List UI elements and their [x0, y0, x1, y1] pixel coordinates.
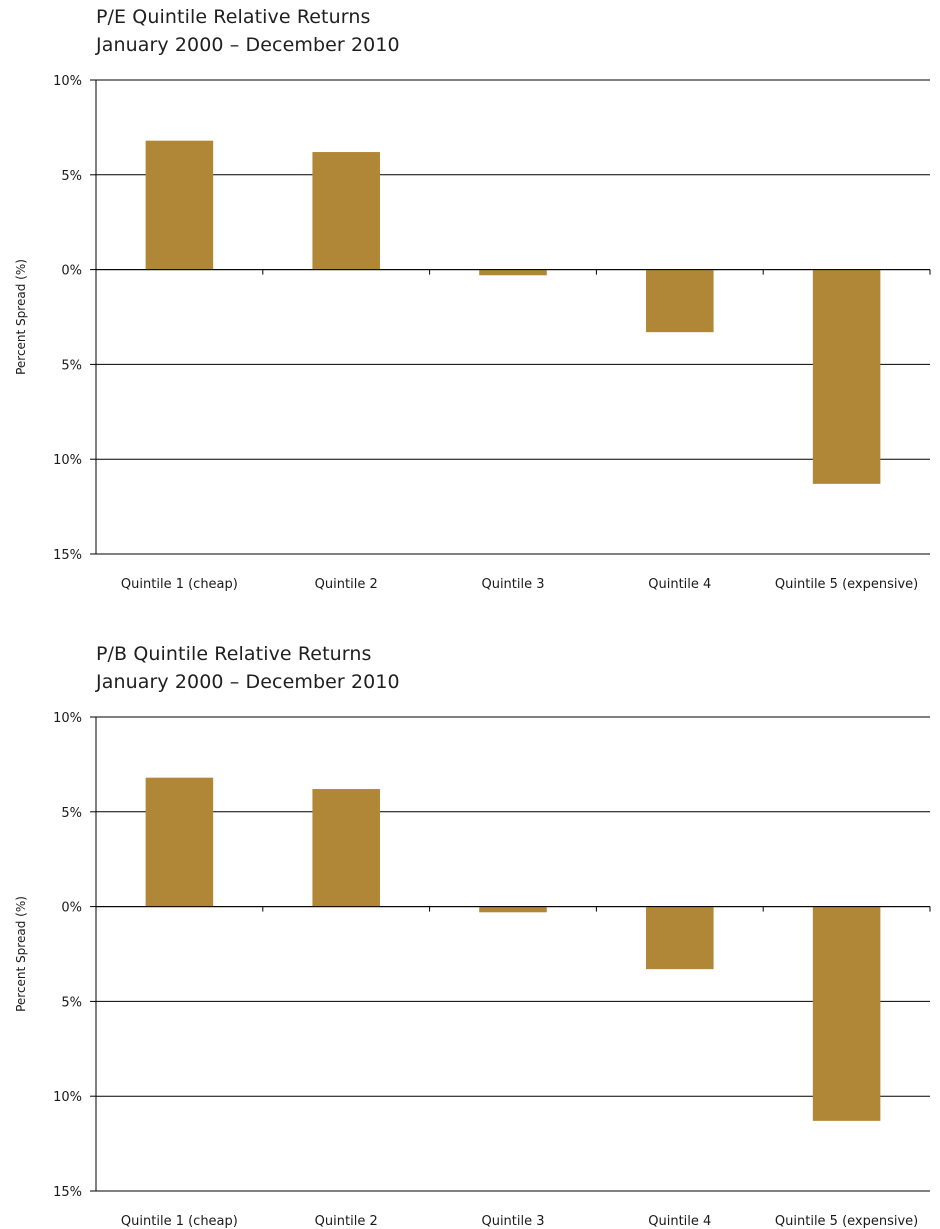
- chart-subtitle: January 2000 – December 2010: [96, 671, 400, 693]
- x-tick-label: Quintile 4: [648, 1214, 711, 1229]
- y-tick-label: 10%: [53, 453, 82, 468]
- x-tick-label: Quintile 4: [648, 577, 711, 592]
- chart-title: P/B Quintile Relative Returns: [96, 643, 372, 665]
- y-tick-label: 15%: [53, 1185, 82, 1200]
- y-axis-label: Percent Spread (%): [14, 896, 28, 1012]
- y-tick-label: 5%: [61, 169, 82, 184]
- y-axis-label: Percent Spread (%): [14, 259, 28, 375]
- x-tick-label: Quintile 2: [315, 1214, 378, 1229]
- y-tick-label: 5%: [61, 995, 82, 1010]
- chart-subtitle: January 2000 – December 2010: [96, 34, 400, 56]
- chart-title: P/E Quintile Relative Returns: [96, 6, 371, 28]
- y-tick-label: 5%: [61, 806, 82, 821]
- x-tick-label: Quintile 3: [481, 577, 544, 592]
- x-tick-label: Quintile 1 (cheap): [121, 1214, 238, 1229]
- bar: [812, 269, 881, 484]
- y-tick-label: 0%: [61, 901, 82, 916]
- pb-bar-plot: 10% 5% 0% 5% 10% 15% Quintile 1 (cheap) Quintil…: [14, 711, 931, 1229]
- y-tick-label: 5%: [61, 358, 82, 373]
- bar: [646, 906, 714, 970]
- x-tick-label: Quintile 2: [315, 577, 378, 592]
- y-tick-label: 10%: [53, 711, 82, 726]
- bar: [479, 906, 547, 913]
- x-tick-label: Quintile 5 (expensive): [775, 1214, 918, 1229]
- y-tick-label: 0%: [61, 264, 82, 279]
- y-tick-label: 15%: [53, 548, 82, 563]
- pb-quintile-chart: P/B Quintile Relative Returns January 20…: [0, 637, 940, 1229]
- x-tick-label: Quintile 1 (cheap): [121, 577, 238, 592]
- bar: [312, 152, 380, 270]
- bar: [479, 269, 547, 276]
- bar: [812, 906, 881, 1121]
- x-tick-label: Quintile 5 (expensive): [775, 577, 918, 592]
- pe-quintile-chart: P/E Quintile Relative Returns January 20…: [14, 6, 931, 592]
- pe-bar-plot: 10% 5% 0% 5% 10% 15% Quintile 1 (cheap) Quintil…: [14, 74, 931, 592]
- y-tick-label: 10%: [53, 74, 82, 89]
- bar: [145, 140, 214, 270]
- x-tick-label: Quintile 3: [481, 1214, 544, 1229]
- y-tick-label: 10%: [53, 1090, 82, 1105]
- bar: [646, 269, 714, 333]
- bar: [312, 789, 380, 907]
- bar: [145, 777, 214, 907]
